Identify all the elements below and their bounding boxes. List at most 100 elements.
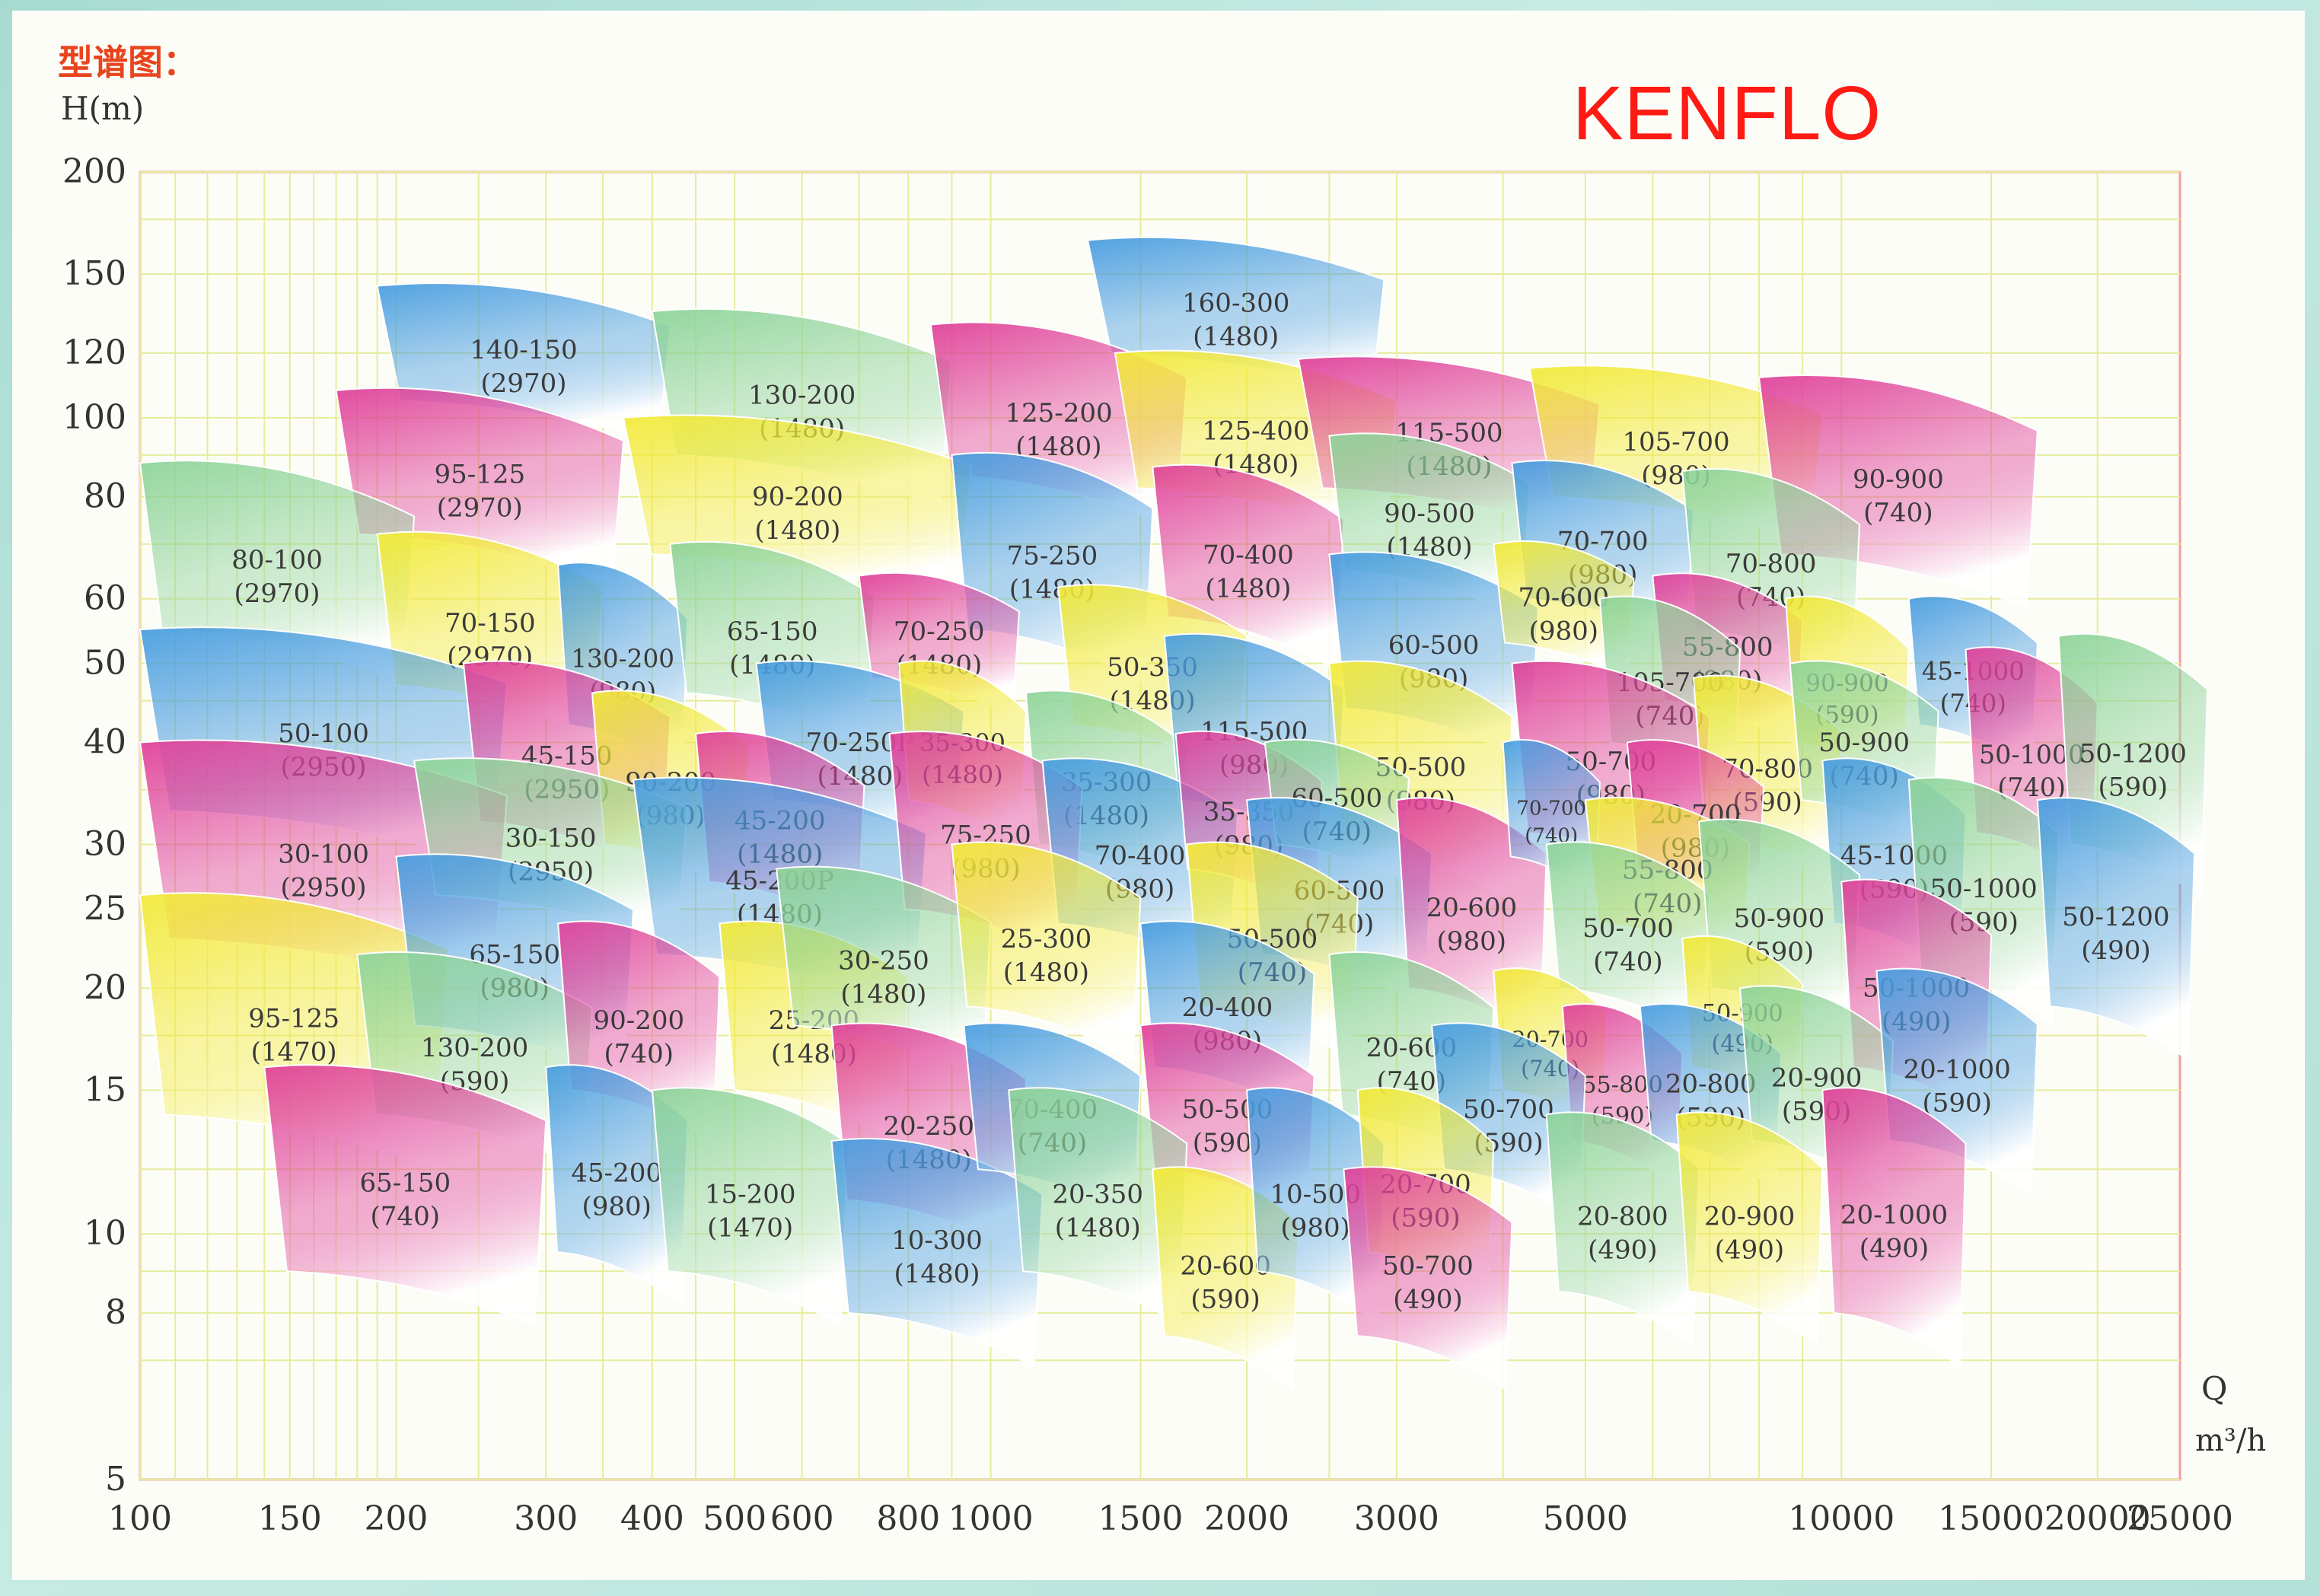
x-tick-label: 600 [770, 1499, 834, 1538]
y-tick-label: 50 [84, 644, 126, 683]
region-model-label: 20-250 [883, 1111, 974, 1142]
pump-region-20-900-89: 20-900(490) [1675, 1111, 1824, 1346]
region-speed-label: (590) [1922, 1088, 1991, 1118]
region-speed-label: (740) [1593, 947, 1662, 977]
y-tick-label: 15 [84, 1070, 126, 1109]
pump-region-10-300-79: 10-300(1480) [830, 1137, 1044, 1368]
region-model-label: 15-200 [705, 1179, 796, 1209]
region-model-label: 30-250 [838, 946, 929, 976]
region-model-label: 130-200 [748, 381, 856, 411]
y-tick-label: 200 [62, 152, 126, 191]
region-model-label: 95-125 [248, 1003, 339, 1034]
region-model-label: 50-900 [1818, 728, 1910, 758]
x-tick-label: 300 [514, 1499, 578, 1538]
region-model-label: 20-600 [1180, 1251, 1271, 1282]
region-speed-label: (2970) [481, 368, 567, 399]
region-model-label: 90-200 [752, 482, 843, 512]
region-model-label: 25-300 [1001, 924, 1092, 954]
region-model-label: 20-600 [1426, 893, 1517, 923]
region-model-label: 80-100 [231, 545, 323, 575]
region-speed-label: (1480) [894, 1259, 980, 1289]
region-model-label: 70-250 [894, 616, 985, 647]
region-model-label: 125-200 [1005, 398, 1112, 428]
y-tick-label: 30 [84, 825, 126, 864]
region-shape [830, 1137, 1044, 1368]
region-model-label: 125-400 [1202, 416, 1309, 447]
region-speed-label: (980) [1529, 616, 1598, 646]
region-model-label: 90-900 [1853, 464, 1944, 495]
region-model-label: 140-150 [470, 335, 577, 365]
pump-region-70-600-22: 70-600(980) [1493, 540, 1635, 679]
x-axis-label: Q [2201, 1370, 2228, 1407]
region-model-label: 65-150 [727, 616, 818, 647]
region-model-label: 70-150 [445, 608, 536, 639]
region-speed-label: (1480) [754, 515, 840, 546]
region-model-label: 20-400 [1182, 992, 1273, 1023]
region-model-label: 50-700 [1582, 913, 1674, 944]
region-speed-label: (1470) [707, 1212, 793, 1243]
region-shape [951, 841, 1142, 1061]
x-tick-label: 400 [620, 1499, 684, 1538]
axis-ticks: 100 150 200 300 400 500 600 800 1000 1500 2000 3000… [62, 152, 2233, 1538]
region-model-label: 20-1000 [1840, 1200, 1948, 1231]
region-speed-label: (2970) [234, 578, 320, 609]
region-speed-label: (980) [1281, 1212, 1350, 1243]
region-speed-label: (740) [1863, 498, 1933, 528]
x-tick-label: 5000 [1543, 1499, 1628, 1538]
region-speed-label: (980) [1437, 926, 1506, 957]
region-model-label: 90-200 [593, 1005, 684, 1036]
region-model-label: 70-400 [1203, 540, 1294, 571]
pump-region-20-350-82: 20-350(1480) [1008, 1087, 1188, 1326]
region-model-label: 45-200 [571, 1158, 662, 1189]
pump-region-15-200-77: 15-200(1470) [651, 1087, 849, 1326]
brand-logo-text: KENFLO [1573, 71, 1882, 156]
region-model-label: 60-500 [1388, 630, 1480, 661]
region-model-label: 20-350 [1052, 1179, 1143, 1209]
region-speed-label: (490) [1393, 1285, 1462, 1315]
region-model-label: 50-1200 [2079, 739, 2187, 769]
region-model-label: 20-800 [1665, 1069, 1757, 1100]
region-speed-label: (490) [1860, 1234, 1929, 1264]
pump-region-25-300-62: 25-300(1480) [951, 841, 1142, 1061]
x-tick-label: 2000 [1204, 1499, 1289, 1538]
region-shape [2036, 797, 2196, 1062]
region-speed-label: (980) [582, 1192, 651, 1222]
x-tick-label: 3000 [1354, 1499, 1439, 1538]
region-model-label: 105-700 [1622, 427, 1729, 457]
x-tick-label: 10000 [1788, 1499, 1895, 1538]
region-speed-label: (1480) [1193, 322, 1279, 352]
region-model-label: 50-900 [1734, 903, 1825, 934]
y-tick-label: 120 [62, 333, 126, 372]
pump-region-50-700-66: 50-700(740) [1545, 841, 1711, 1040]
x-tick-label: 200 [364, 1499, 428, 1538]
region-layer: 160-300(1480)140-150(2970)130-200(1480)1… [139, 236, 2209, 1391]
region-model-label: 65-150 [359, 1168, 451, 1198]
region-model-label: 70-600 [1518, 582, 1609, 613]
y-axis-label: H(m) [61, 90, 145, 127]
region-model-label: 70-400 [1095, 840, 1186, 871]
region-model-label: 90-500 [1384, 499, 1475, 529]
x-tick-label: 1000 [948, 1499, 1034, 1538]
region-shape [1821, 1087, 1967, 1368]
region-model-label: 75-250 [1007, 541, 1098, 572]
region-model-label: 30-150 [505, 823, 597, 854]
region-shape [1675, 1111, 1824, 1346]
region-model-label: 50-100 [278, 718, 369, 749]
y-tick-label: 5 [105, 1460, 126, 1499]
pump-region-50-1200-55: 50-1200(490) [2036, 797, 2196, 1062]
pump-region-65-150-75: 65-150(740) [263, 1064, 547, 1326]
region-speed-label: (590) [2099, 773, 2168, 803]
region-model-label: 50-700 [1382, 1251, 1474, 1282]
y-tick-label: 40 [84, 723, 126, 762]
region-speed-label: (1480) [1003, 957, 1089, 988]
x-tick-label: 800 [876, 1499, 940, 1538]
region-speed-label: (740) [604, 1039, 674, 1069]
region-model-label: 20-900 [1704, 1202, 1796, 1232]
region-model-label: 130-200 [571, 645, 674, 674]
region-model-label: 50-1000 [1930, 874, 2038, 904]
chart-heading: 型谱图： [58, 42, 198, 83]
region-shape [1343, 1166, 1513, 1391]
pump-region-45-200-76: 45-200(980) [545, 1064, 689, 1308]
region-speed-label: (490) [1715, 1235, 1784, 1266]
